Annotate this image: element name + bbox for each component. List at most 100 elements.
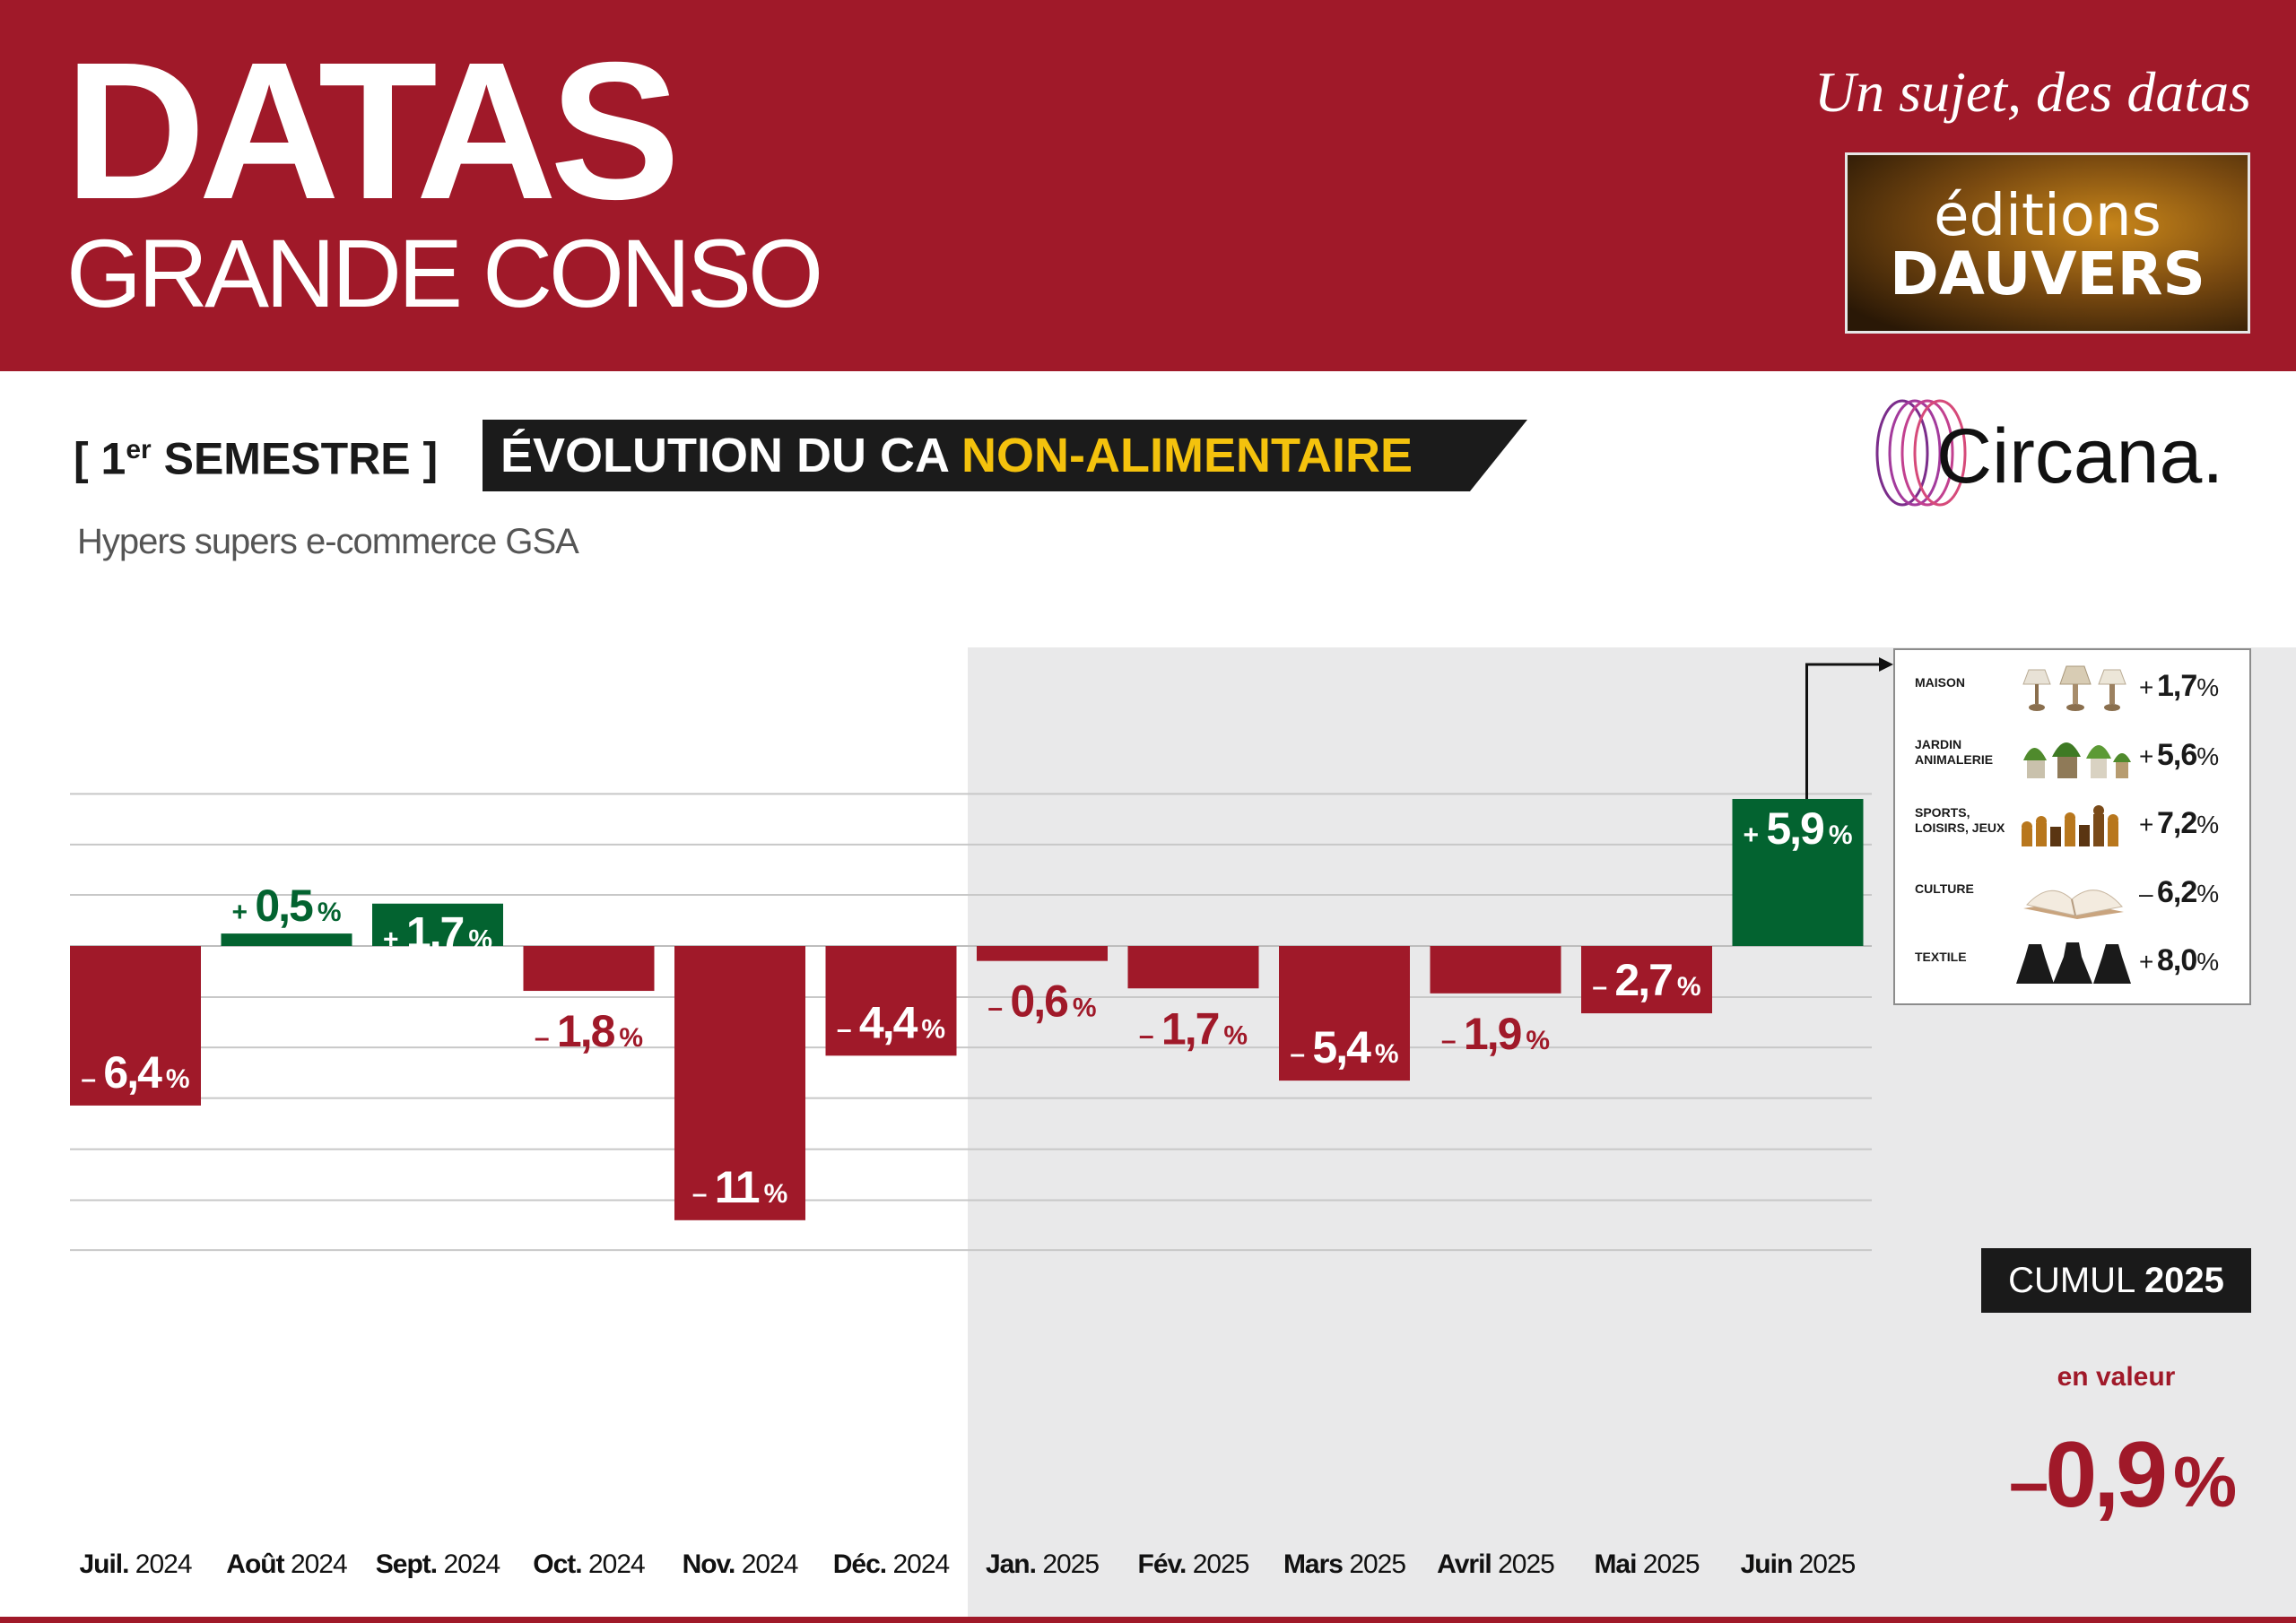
breakdown-label: CULTURE (1915, 881, 1974, 896)
bar-value-number: 1,8 (557, 1006, 615, 1056)
x-axis-month: Mai (1594, 1549, 1642, 1579)
bar-10 (1581, 946, 1712, 1014)
cumul-number: 0,9 (2045, 1423, 2168, 1527)
x-axis-label: Mai 2025 (1594, 1549, 1699, 1579)
breakdown-value: 5,6% (2157, 735, 2219, 777)
breakdown-label: JARDIN ANIMALERIE (1915, 736, 1994, 767)
publisher-logo-line1: éditions (1934, 183, 2161, 249)
bar-value-sign: – (1592, 972, 1614, 1002)
breakdown-row: JARDIN ANIMALERIE +5,6% (1895, 725, 2253, 793)
x-axis-label: Juin 2025 (1741, 1549, 1856, 1579)
bar-value-label: – 4,4% (837, 997, 945, 1047)
x-axis-label: Oct. 2024 (533, 1549, 645, 1579)
breakdown-unit: % (2196, 948, 2219, 976)
connector-arrowhead (1879, 657, 1893, 672)
bar-2 (372, 903, 503, 946)
bar-value-number: 5,9 (1766, 803, 1823, 854)
bar-value-number: 6,4 (103, 1047, 162, 1098)
cumul-label: CUMUL (2008, 1261, 2135, 1300)
breakdown-row: SPORTS, LOISIRS, JEUX +7,2% (1895, 793, 2253, 861)
breakdown-label: MAISON (1915, 675, 1965, 690)
breakdown-sign: + (2139, 811, 2154, 838)
section-label-sup: er (126, 435, 152, 464)
bar-value-label: – 1,9% (1441, 1009, 1550, 1059)
bar-1 (221, 933, 352, 946)
bar-value-label: – 5,4% (1290, 1022, 1398, 1072)
dress-icon (2016, 942, 2131, 984)
x-axis-month: Nov. (683, 1549, 742, 1579)
x-axis-month: Jan. (986, 1549, 1042, 1579)
x-axis-month: Fév. (1138, 1549, 1193, 1579)
chess-icon (2022, 805, 2118, 846)
bar-value-unit: % (1829, 820, 1853, 850)
section-label: [ 1er SEMESTRE ] (74, 423, 438, 486)
connector-line (1805, 663, 1881, 799)
bar-value-sign: – (1290, 1039, 1312, 1069)
x-axis-year: 2025 (1498, 1549, 1554, 1579)
bar-value-unit: % (1677, 972, 1701, 1002)
x-axis-label: Déc. 2024 (833, 1549, 950, 1579)
header-banner: DATAS GRANDE CONSO Un sujet, des datas é… (0, 0, 2296, 371)
breakdown-number: 5,6 (2157, 737, 2197, 772)
breakdown-number: 6,2 (2157, 874, 2197, 909)
bar-value-sign: – (837, 1014, 859, 1044)
bar-value-unit: % (921, 1014, 945, 1044)
x-axis-month: Juin (1741, 1549, 1799, 1579)
breakdown-value: 7,2% (2157, 803, 2219, 845)
x-axis-year: 2025 (1193, 1549, 1249, 1579)
breakdown-sign: – (2139, 879, 2153, 907)
x-axis-label: Juil. 2024 (79, 1549, 191, 1579)
x-axis-year: 2024 (588, 1549, 645, 1579)
bar-value-number: 2,7 (1614, 955, 1672, 1005)
bar-11 (1732, 798, 1864, 946)
x-axis-year: 2024 (892, 1549, 949, 1579)
cumul-value: –0,9% (1978, 1421, 2265, 1536)
x-axis-label: Avril 2025 (1437, 1549, 1554, 1579)
chart-subtitle: Hypers supers e-commerce GSA (77, 522, 579, 561)
chart-title: ÉVOLUTION DU CA NON-ALIMENTAIRE (500, 427, 1413, 484)
bottom-border (0, 1617, 2296, 1623)
bar-value-label: – 11% (692, 1162, 788, 1212)
x-axis-month: Mars (1283, 1549, 1349, 1579)
book-icon (2023, 889, 2124, 919)
x-axis-year: 2024 (443, 1549, 500, 1579)
breakdown-sign: + (2139, 948, 2154, 976)
x-axis-year: 2024 (742, 1549, 798, 1579)
june-breakdown-box: MAISON +1,7% JARDIN ANIMALERIE +5,6% SPORTS,… (1893, 648, 2251, 1005)
publisher-logo: éditions DAUVERS (1845, 152, 2250, 334)
breakdown-row: CULTURE –6,2% (1895, 862, 2253, 930)
bar-value-unit: % (619, 1023, 643, 1053)
x-axis-year: 2025 (1042, 1549, 1099, 1579)
bar-value-label: – 1,7% (1139, 1003, 1248, 1054)
section-label-open: [ 1 (74, 433, 126, 484)
x-axis-year: 2025 (1643, 1549, 1700, 1579)
chart-title-highlight: NON-ALIMENTAIRE (961, 429, 1413, 482)
brand-title: DATAS (65, 22, 681, 240)
breakdown-number: 7,2 (2157, 806, 2197, 840)
bar-0 (70, 946, 201, 1106)
circana-logo: Circana. (1875, 399, 2223, 507)
x-axis-label: Fév. 2025 (1138, 1549, 1249, 1579)
lamp-icon (2022, 665, 2126, 711)
section-label-close: SEMESTRE ] (151, 433, 439, 484)
breakdown-number: 8,0 (2157, 943, 2197, 977)
chart-title-bar: ÉVOLUTION DU CA NON-ALIMENTAIRE (483, 420, 1527, 491)
bar-value-label: – 2,7% (1592, 955, 1700, 1005)
bar-value-number: 0,6 (1010, 976, 1067, 1027)
bar-value-sign: – (535, 1023, 557, 1053)
bar-value-label: – 0,6% (987, 976, 1096, 1027)
x-axis-month: Avril (1437, 1549, 1498, 1579)
x-axis-year: 2024 (291, 1549, 347, 1579)
bar-3 (523, 946, 655, 992)
bar-value-label: + 5,9% (1743, 803, 1852, 854)
breakdown-value: 8,0% (2157, 941, 2219, 982)
breakdown-label: SPORTS, LOISIRS, JEUX (1915, 805, 2005, 835)
bar-value-unit: % (468, 925, 492, 955)
cumul-sign: – (2008, 1442, 2048, 1522)
breakdown-number: 1,7 (2157, 669, 2197, 703)
x-axis-label: Mars 2025 (1283, 1549, 1405, 1579)
cumul-unit: % (2172, 1442, 2237, 1522)
bar-6 (977, 946, 1108, 961)
bar-value-label: – 6,4% (81, 1047, 189, 1098)
x-axis-year: 2025 (1349, 1549, 1405, 1579)
